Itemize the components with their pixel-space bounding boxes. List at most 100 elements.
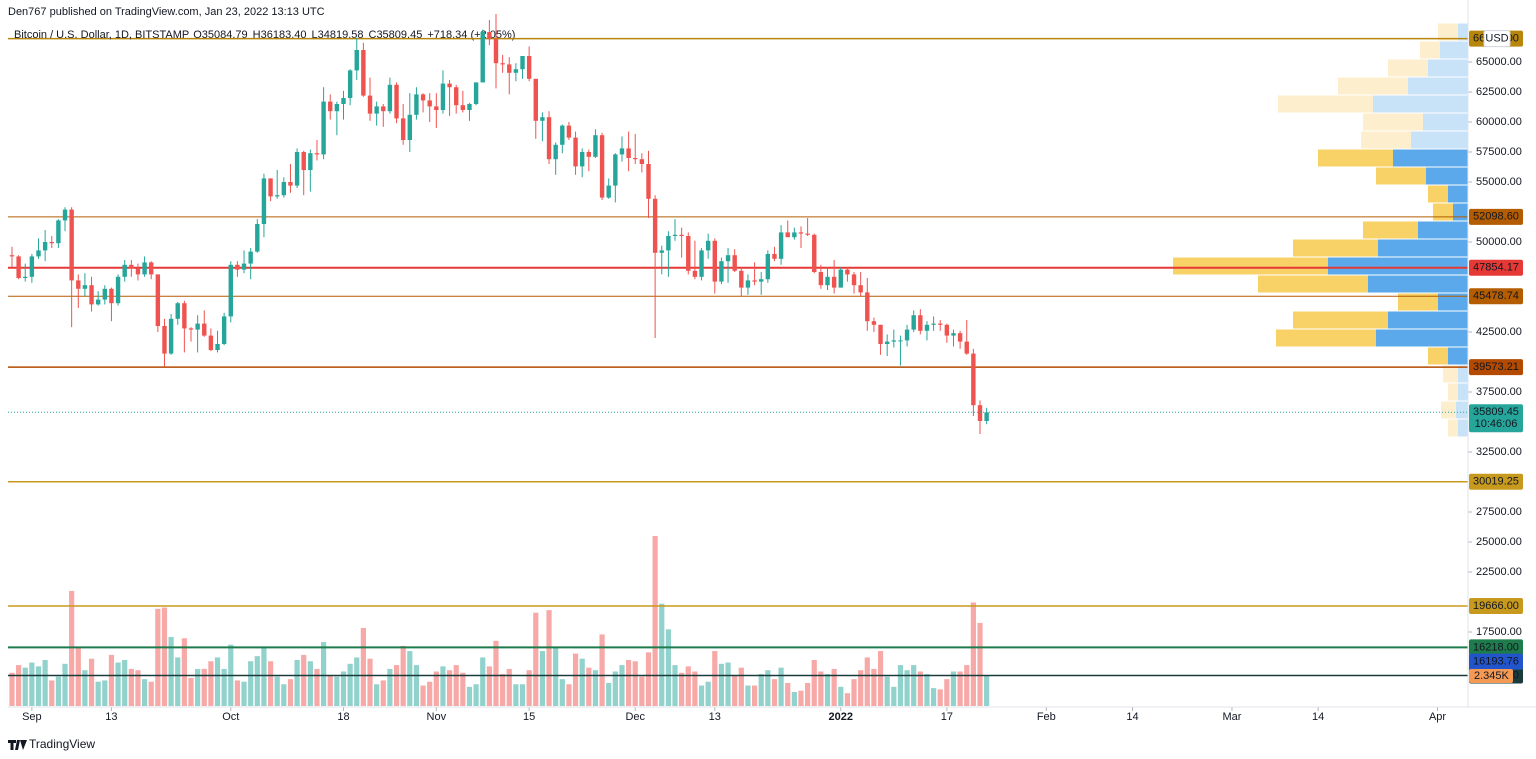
x-tick-label: Nov: [427, 711, 447, 723]
profile-up: [1453, 203, 1468, 221]
volume-bar: [128, 668, 134, 706]
volume-bar: [513, 684, 519, 706]
volume-bar: [911, 665, 917, 706]
volume-bar: [446, 670, 453, 706]
candle-body: [692, 270, 698, 277]
volume-bar: [155, 608, 161, 706]
volume-bar: [619, 665, 625, 706]
volume-bar: [745, 685, 751, 706]
volume-bar: [798, 690, 804, 706]
candle-body: [540, 117, 545, 121]
candle-body: [858, 285, 863, 293]
volume-bar: [420, 685, 426, 706]
candle-body: [818, 272, 824, 286]
candle-body: [672, 234, 678, 237]
level-label: 52098.60: [1473, 211, 1519, 223]
candle-body: [964, 341, 969, 354]
candle-body: [155, 274, 161, 327]
candle-body: [308, 153, 313, 171]
volume-bar: [221, 668, 227, 706]
volume-bar: [831, 668, 837, 706]
profile-up: [1368, 275, 1468, 293]
volume-bar: [625, 659, 632, 706]
candle-body: [328, 101, 333, 112]
candle-body: [182, 303, 187, 329]
candle-body: [23, 276, 28, 279]
profile-up: [1458, 383, 1468, 401]
volume-bar: [135, 670, 141, 706]
volume-bar: [161, 607, 168, 706]
candle-body: [400, 118, 406, 141]
volume-bar: [254, 656, 260, 706]
profile-up: [1440, 41, 1468, 59]
level-label-bg: [1469, 639, 1523, 656]
volume-bar: [9, 672, 15, 706]
volume-bar: [732, 675, 738, 706]
candle-body: [911, 315, 916, 330]
candle-body: [76, 280, 81, 289]
candle-body: [301, 152, 306, 171]
level-label: 47854.17: [1473, 262, 1519, 274]
volume-bar: [917, 671, 923, 706]
profile-down: [1441, 401, 1456, 419]
candle-body: [798, 232, 804, 234]
candle-body: [633, 158, 638, 160]
candle-body: [367, 95, 373, 114]
candle-body: [487, 32, 492, 40]
volume-bar: [519, 684, 526, 706]
candle-body: [593, 135, 598, 157]
volume-bar: [586, 667, 592, 706]
volume-bar: [440, 666, 446, 706]
candle-body: [387, 84, 393, 112]
volume-bar: [261, 647, 267, 706]
candle-body: [619, 148, 625, 155]
volume-bar: [367, 658, 373, 706]
candle-body: [142, 262, 147, 275]
volume-bar: [433, 671, 439, 706]
level-label-bg: [1469, 288, 1523, 305]
volume-bar: [281, 684, 287, 706]
volume-bar: [844, 693, 851, 706]
profile-down: [1293, 239, 1378, 257]
candle-body: [493, 39, 499, 64]
volume-label: 2.345K: [1474, 670, 1510, 682]
volume-bar: [592, 670, 599, 706]
candle-body: [938, 323, 943, 325]
profile-down: [1438, 23, 1458, 41]
candle-body: [520, 56, 525, 70]
volume-bar: [500, 674, 506, 706]
profile-up: [1393, 149, 1468, 167]
volume-bar: [652, 536, 658, 706]
candle-body: [812, 234, 817, 273]
candle-body: [871, 321, 877, 325]
candle-body: [29, 256, 35, 277]
candle-body: [944, 324, 950, 336]
profile-down: [1258, 275, 1368, 293]
volume-bar: [639, 676, 645, 706]
candle-body: [202, 323, 207, 336]
currency: USD: [1485, 33, 1508, 45]
candle-body: [599, 135, 605, 198]
volume-bar: [672, 665, 678, 706]
brand: TradingView: [29, 737, 95, 751]
candle-body: [467, 104, 472, 111]
volume-bar: [533, 612, 539, 706]
candle-body: [281, 182, 287, 196]
candle-body: [712, 240, 717, 282]
candle-body: [255, 224, 260, 252]
candle-body: [865, 292, 870, 322]
candle-body: [652, 198, 658, 253]
candle-body: [208, 335, 214, 351]
candle-body: [294, 152, 300, 186]
candle-body: [109, 288, 114, 304]
candle-body: [16, 256, 21, 279]
volume-bar: [924, 674, 930, 706]
profile-down: [1433, 203, 1453, 221]
candle-body: [513, 69, 519, 73]
x-tick-label: 14: [1312, 711, 1324, 723]
volume-bar: [267, 661, 274, 706]
candle-body: [314, 153, 320, 155]
volume-bar: [771, 679, 778, 706]
profile-up: [1418, 221, 1468, 239]
